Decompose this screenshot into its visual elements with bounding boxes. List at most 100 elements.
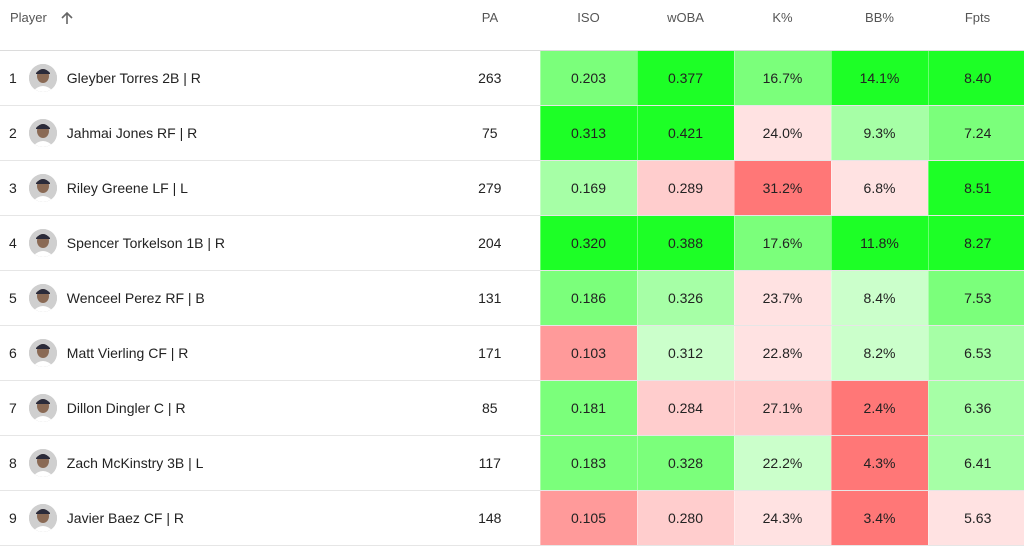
iso-cell: 0.169 (539, 160, 637, 216)
player-name[interactable]: Zach McKinstry 3B | L (66, 454, 204, 471)
pa-cell: 148 (440, 490, 540, 546)
iso-cell: 0.105 (539, 490, 637, 546)
player-name[interactable]: Matt Vierling CF | R (66, 344, 189, 361)
iso-cell: 0.103 (539, 325, 637, 381)
fpts-cell: 7.53 (927, 270, 1024, 326)
fpts-cell: 7.24 (927, 105, 1024, 161)
woba-cell: 0.284 (636, 380, 734, 436)
bb-pct-cell: 14.1% (830, 50, 928, 106)
bb-pct-cell: 3.4% (830, 490, 928, 546)
woba-cell: 0.388 (636, 215, 734, 271)
column-header-bb-pct[interactable]: BB% (831, 0, 928, 51)
pa-cell: 171 (440, 325, 540, 381)
pa-cell: 204 (440, 215, 540, 271)
player-name[interactable]: Riley Greene LF | L (66, 179, 188, 196)
rank-number: 6 (9, 344, 17, 361)
bb-pct-cell: 4.3% (830, 435, 928, 491)
table-row[interactable]: 7 Dillon Dingler C | R 85 0.181 0.284 27… (0, 380, 1024, 436)
iso-cell: 0.186 (539, 270, 637, 326)
bb-pct-cell: 8.2% (830, 325, 928, 381)
column-header-fpts[interactable]: Fpts (928, 0, 1024, 51)
player-avatar (28, 283, 57, 312)
player-avatar (28, 118, 57, 147)
woba-cell: 0.289 (636, 160, 734, 216)
woba-cell: 0.421 (636, 105, 734, 161)
player-cell[interactable]: 8 Zach McKinstry 3B | L (0, 435, 440, 491)
column-header-pa[interactable]: PA (440, 0, 540, 51)
k-pct-cell: 24.0% (733, 105, 831, 161)
arrow-up-icon[interactable] (60, 11, 74, 28)
fpts-cell: 6.41 (927, 435, 1024, 491)
k-pct-cell: 23.7% (733, 270, 831, 326)
column-header-iso[interactable]: ISO (540, 0, 637, 51)
player-cell[interactable]: 1 Gleyber Torres 2B | R (0, 50, 440, 106)
fpts-cell: 5.63 (927, 490, 1024, 546)
woba-cell: 0.328 (636, 435, 734, 491)
fpts-cell: 6.36 (927, 380, 1024, 436)
k-pct-cell: 24.3% (733, 490, 831, 546)
column-header-k-pct[interactable]: K% (734, 0, 831, 51)
player-cell[interactable]: 4 Spencer Torkelson 1B | R (0, 215, 440, 271)
rank-number: 2 (9, 124, 17, 141)
player-name[interactable]: Spencer Torkelson 1B | R (66, 234, 226, 251)
iso-cell: 0.320 (539, 215, 637, 271)
player-cell[interactable]: 2 Jahmai Jones RF | R (0, 105, 440, 161)
iso-cell: 0.181 (539, 380, 637, 436)
table-row[interactable]: 2 Jahmai Jones RF | R 75 0.313 0.421 24.… (0, 105, 1024, 161)
pa-cell: 117 (440, 435, 540, 491)
player-avatar (28, 228, 57, 257)
rank-number: 4 (9, 234, 17, 251)
column-header-player-label: Player (10, 10, 47, 25)
fpts-cell: 6.53 (927, 325, 1024, 381)
player-avatar (28, 393, 57, 422)
pa-cell: 131 (440, 270, 540, 326)
player-name[interactable]: Jahmai Jones RF | R (66, 124, 198, 141)
k-pct-cell: 27.1% (733, 380, 831, 436)
k-pct-cell: 31.2% (733, 160, 831, 216)
pa-cell: 85 (440, 380, 540, 436)
woba-cell: 0.326 (636, 270, 734, 326)
bb-pct-cell: 6.8% (830, 160, 928, 216)
player-name[interactable]: Javier Baez CF | R (66, 509, 185, 526)
bb-pct-cell: 9.3% (830, 105, 928, 161)
k-pct-cell: 22.2% (733, 435, 831, 491)
table-row[interactable]: 9 Javier Baez CF | R 148 0.105 0.280 24.… (0, 490, 1024, 546)
rank-number: 8 (9, 454, 17, 471)
table-row[interactable]: 8 Zach McKinstry 3B | L 117 0.183 0.328 … (0, 435, 1024, 491)
player-cell[interactable]: 3 Riley Greene LF | L (0, 160, 440, 216)
bb-pct-cell: 11.8% (830, 215, 928, 271)
player-avatar (28, 448, 57, 477)
header-row: Player PA ISO wOBA K% BB% Fpts (0, 0, 1024, 51)
player-name[interactable]: Dillon Dingler C | R (66, 399, 186, 416)
rank-number: 1 (9, 69, 17, 86)
k-pct-cell: 16.7% (733, 50, 831, 106)
woba-cell: 0.280 (636, 490, 734, 546)
pa-cell: 263 (440, 50, 540, 106)
player-name[interactable]: Gleyber Torres 2B | R (66, 69, 201, 86)
iso-cell: 0.183 (539, 435, 637, 491)
player-name[interactable]: Wenceel Perez RF | B (66, 289, 205, 306)
table-row[interactable]: 4 Spencer Torkelson 1B | R 204 0.320 0.3… (0, 215, 1024, 271)
rank-number: 9 (9, 509, 17, 526)
player-avatar (28, 503, 57, 532)
pa-cell: 279 (440, 160, 540, 216)
table-row[interactable]: 5 Wenceel Perez RF | B 131 0.186 0.326 2… (0, 270, 1024, 326)
rank-number: 7 (9, 399, 17, 416)
rank-number: 5 (9, 289, 17, 306)
player-cell[interactable]: 7 Dillon Dingler C | R (0, 380, 440, 436)
table-row[interactable]: 6 Matt Vierling CF | R 171 0.103 0.312 2… (0, 325, 1024, 381)
column-header-player[interactable]: Player (0, 0, 440, 51)
fpts-cell: 8.40 (927, 50, 1024, 106)
table-row[interactable]: 3 Riley Greene LF | L 279 0.169 0.289 31… (0, 160, 1024, 216)
player-avatar (28, 173, 57, 202)
player-cell[interactable]: 6 Matt Vierling CF | R (0, 325, 440, 381)
k-pct-cell: 17.6% (733, 215, 831, 271)
k-pct-cell: 22.8% (733, 325, 831, 381)
player-cell[interactable]: 9 Javier Baez CF | R (0, 490, 440, 546)
player-cell[interactable]: 5 Wenceel Perez RF | B (0, 270, 440, 326)
bb-pct-cell: 2.4% (830, 380, 928, 436)
column-header-woba[interactable]: wOBA (637, 0, 734, 51)
bb-pct-cell: 8.4% (830, 270, 928, 326)
table-row[interactable]: 1 Gleyber Torres 2B | R 263 0.203 0.377 … (0, 50, 1024, 106)
